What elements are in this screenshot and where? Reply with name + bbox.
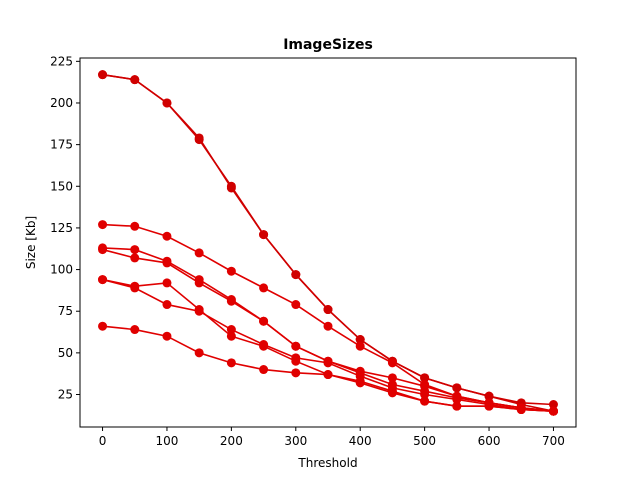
y-tick-label: 100 xyxy=(50,263,73,277)
y-axis-label: Size [Kb] xyxy=(24,216,38,269)
data-point xyxy=(291,300,301,310)
data-point xyxy=(226,183,236,193)
data-point xyxy=(130,245,140,255)
data-point xyxy=(194,278,204,288)
data-point xyxy=(323,370,333,380)
x-tick-label: 600 xyxy=(478,434,501,448)
data-point xyxy=(130,221,140,231)
y-tick-label: 50 xyxy=(58,346,73,360)
data-point xyxy=(98,275,108,285)
data-point xyxy=(291,368,301,378)
data-point xyxy=(516,405,526,415)
data-point xyxy=(98,220,108,230)
series-8 xyxy=(98,321,558,416)
y-tick-label: 25 xyxy=(58,388,73,402)
data-point xyxy=(387,373,397,383)
data-point xyxy=(194,248,204,258)
x-tick-label: 200 xyxy=(220,434,243,448)
y-tick-label: 200 xyxy=(50,96,73,110)
y-tick-label: 175 xyxy=(50,138,73,152)
data-point xyxy=(323,321,333,331)
data-point xyxy=(226,325,236,335)
x-tick-label: 0 xyxy=(99,434,107,448)
x-tick-label: 500 xyxy=(413,434,436,448)
data-point xyxy=(259,341,269,351)
data-point xyxy=(162,331,172,341)
data-point xyxy=(387,358,397,368)
data-point xyxy=(291,356,301,366)
data-point xyxy=(226,266,236,276)
data-point xyxy=(355,335,365,345)
data-point xyxy=(323,305,333,315)
y-tick-label: 225 xyxy=(50,54,73,68)
data-point xyxy=(420,390,430,400)
data-point xyxy=(162,98,172,108)
x-axis: 0 100 200 300 400 500 600 700 xyxy=(99,427,565,448)
data-point xyxy=(162,231,172,241)
x-tick-label: 400 xyxy=(349,434,372,448)
data-point xyxy=(355,378,365,388)
x-tick-label: 700 xyxy=(542,434,565,448)
data-point xyxy=(355,341,365,351)
data-point xyxy=(162,278,172,288)
data-point xyxy=(259,230,269,240)
chart-title: ImageSizes xyxy=(283,37,373,53)
data-point xyxy=(548,400,558,410)
data-point xyxy=(420,373,430,383)
data-point xyxy=(259,283,269,293)
data-point xyxy=(98,70,108,80)
data-point xyxy=(162,300,172,310)
data-point xyxy=(130,281,140,291)
data-point xyxy=(259,365,269,375)
data-point xyxy=(98,321,108,331)
data-point xyxy=(130,75,140,85)
data-point xyxy=(452,395,462,405)
x-axis-label: Threshold xyxy=(297,456,357,470)
y-tick-label: 75 xyxy=(58,304,73,318)
data-point xyxy=(130,253,140,263)
data-point xyxy=(226,296,236,306)
data-point xyxy=(226,331,236,341)
plot-frame xyxy=(79,57,577,428)
x-tick-label: 300 xyxy=(284,434,307,448)
data-point xyxy=(323,358,333,368)
y-axis: 25 50 75 100 125 150 175 200 225 xyxy=(50,54,80,402)
data-point xyxy=(291,270,301,280)
data-point xyxy=(130,325,140,335)
data-point xyxy=(162,258,172,268)
data-point xyxy=(259,316,269,326)
data-point xyxy=(194,305,204,315)
data-point xyxy=(548,406,558,416)
data-point xyxy=(194,348,204,358)
series-layer xyxy=(98,70,558,416)
data-point xyxy=(452,401,462,411)
data-point xyxy=(387,388,397,398)
y-tick-label: 125 xyxy=(50,221,73,235)
data-point xyxy=(484,391,494,401)
data-point xyxy=(194,133,204,143)
y-tick-label: 150 xyxy=(50,179,73,193)
data-point xyxy=(291,341,301,351)
data-point xyxy=(452,383,462,393)
data-point xyxy=(420,396,430,406)
data-point xyxy=(226,358,236,368)
x-tick-label: 100 xyxy=(156,434,179,448)
data-point xyxy=(484,401,494,411)
data-point xyxy=(98,245,108,255)
